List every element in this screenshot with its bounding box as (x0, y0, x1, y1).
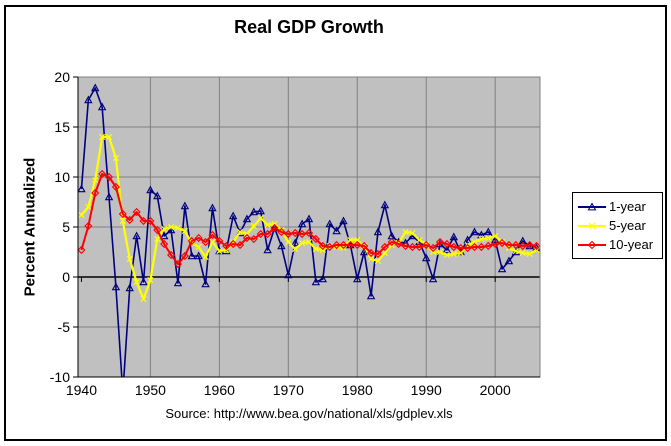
svg-text:-10: -10 (50, 369, 70, 385)
svg-text:15: 15 (54, 119, 70, 135)
svg-text:1970: 1970 (273, 382, 304, 398)
svg-text:10: 10 (54, 169, 70, 185)
svg-text:1990: 1990 (411, 382, 442, 398)
axis-ticks (73, 76, 78, 378)
source-note: Source: http://www.bea.gov/national/xls/… (165, 406, 453, 421)
svg-text:2000: 2000 (480, 382, 511, 398)
gridlines (78, 77, 540, 377)
svg-text:1940: 1940 (66, 382, 97, 398)
legend-item-1-year: 1-year (577, 197, 660, 216)
svg-text:5: 5 (62, 219, 70, 235)
y-tick-labels: 20 15 10 5 0 -5 -10 (50, 69, 70, 385)
1-year-line-triangle-marker-icon (578, 201, 606, 210)
x-tick-labels: 1940 1950 1960 1970 1980 1990 2000 (66, 382, 511, 398)
series-10-year (78, 169, 540, 269)
svg-text:20: 20 (54, 69, 70, 85)
svg-text:1960: 1960 (204, 382, 235, 398)
svg-text:-5: -5 (58, 319, 71, 335)
10-year-line-diamond-marker-icon (578, 240, 606, 249)
legend-item-5-year: 5-year (577, 216, 660, 235)
svg-text:0: 0 (62, 269, 70, 285)
legend-label-10-year: 10-year (609, 237, 654, 252)
legend-item-10-year: 10-year (577, 235, 660, 254)
svg-text:1950: 1950 (135, 382, 166, 398)
chart-frame-border (4, 5, 667, 441)
5-year-line-x-marker-icon (578, 222, 606, 229)
chart-title: Real GDP Growth (234, 17, 384, 37)
legend-label-1-year: 1-year (609, 199, 646, 214)
legend: 1-year 5-year 10-year (572, 192, 663, 259)
svg-text:1980: 1980 (342, 382, 373, 398)
legend-label-5-year: 5-year (609, 218, 646, 233)
